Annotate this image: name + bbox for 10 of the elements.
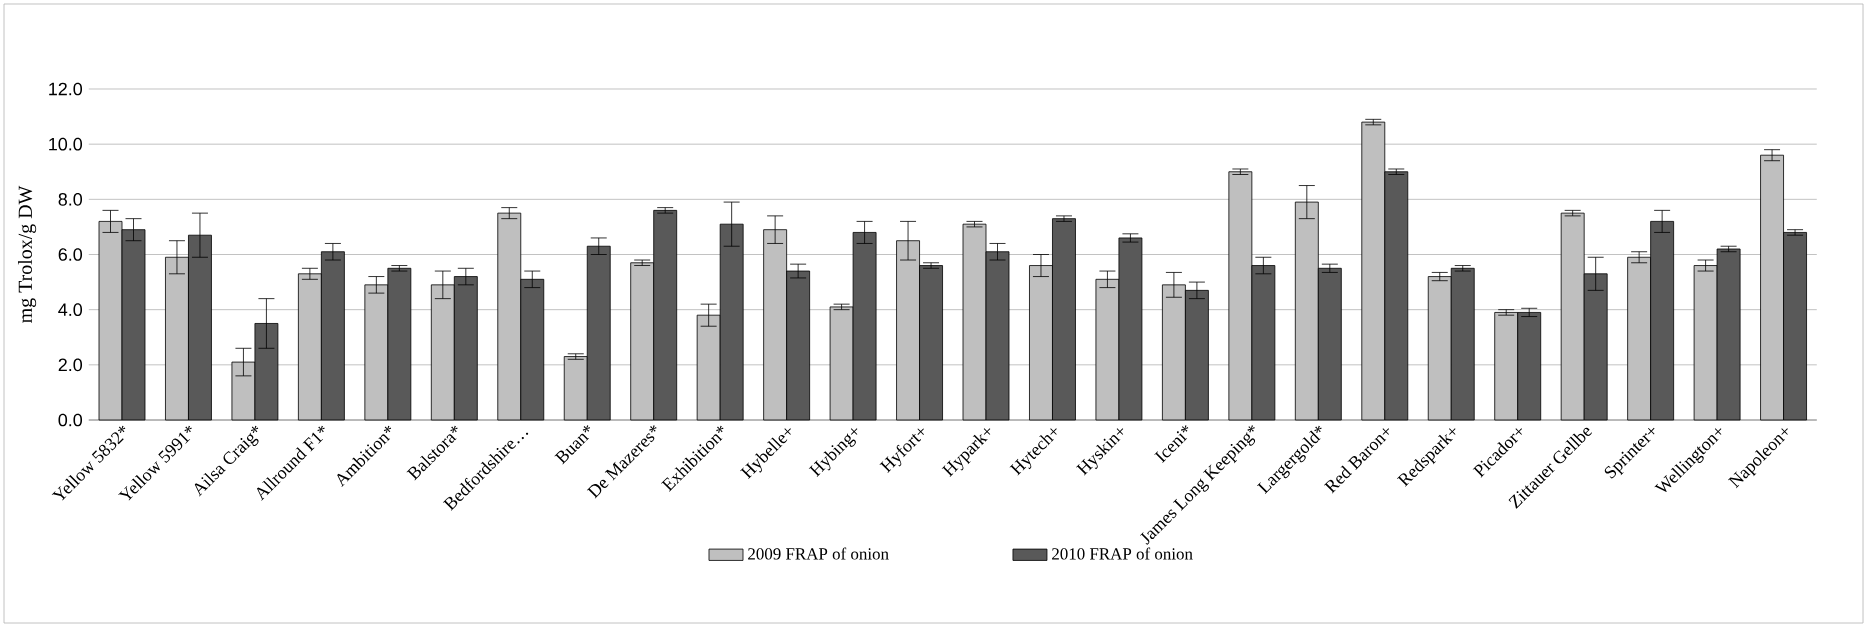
y-axis-title: mg Trolox/g DW [17,185,37,323]
y-tick-label: 4.0 [58,303,83,317]
legend-label: 2010 FRAP of onion [1052,547,1193,560]
y-tick-label: 6.0 [58,248,83,261]
y-tick-label: 2.0 [58,358,83,372]
legend-label: 2009 FRAP of onion [748,547,889,560]
y-tick-label: 8.0 [58,192,83,206]
y-tick-label: 12.0 [49,82,83,96]
y-tick-label: 10.0 [49,137,83,151]
y-tick-label: 0.0 [58,413,83,427]
